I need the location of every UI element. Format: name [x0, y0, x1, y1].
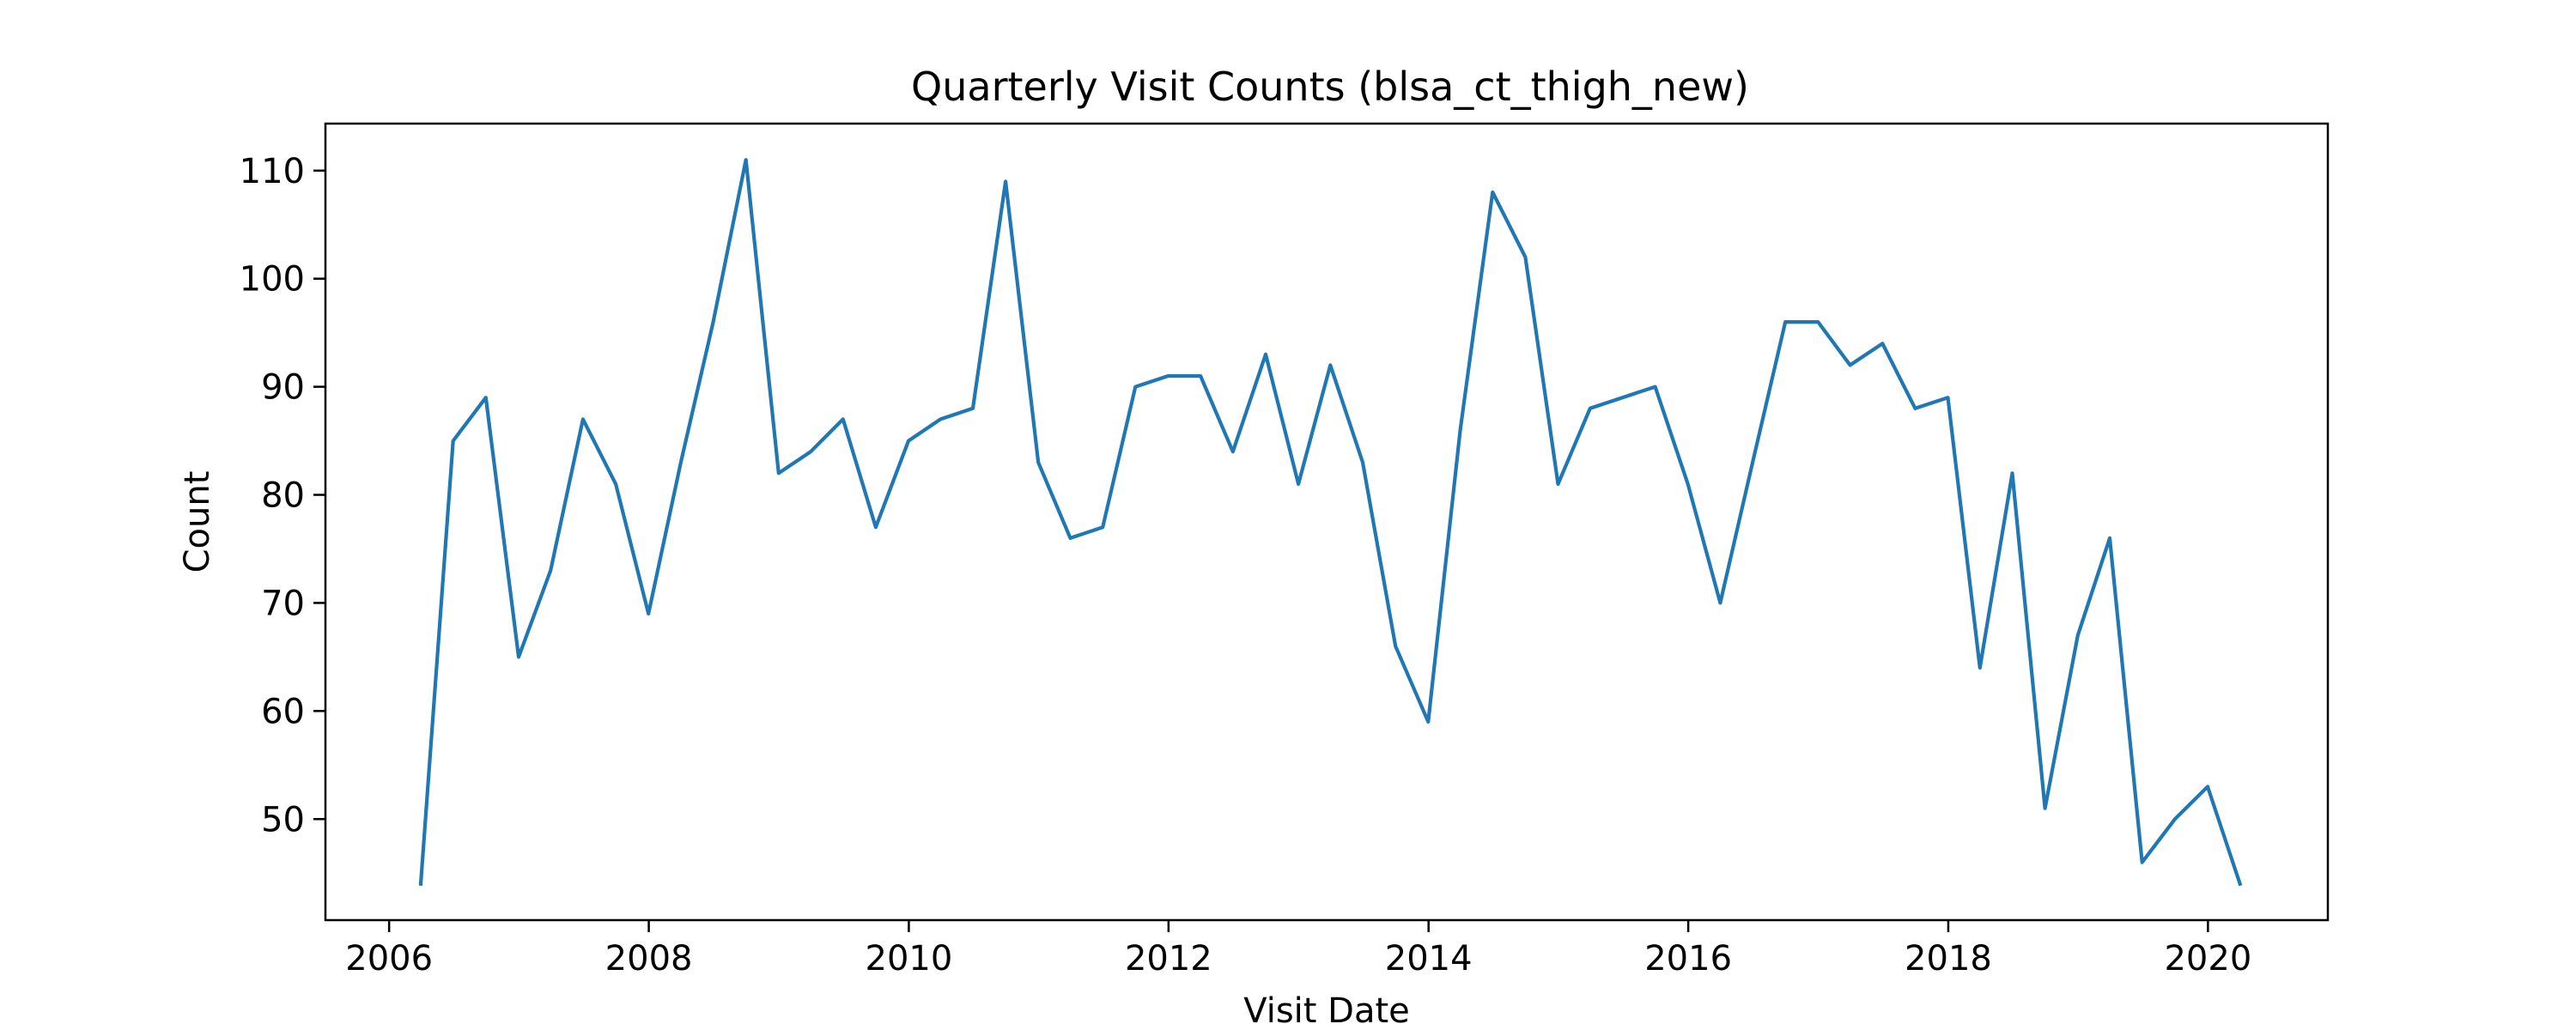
x-tick-label: 2010 [866, 939, 953, 978]
y-tick-label: 90 [261, 368, 305, 408]
x-axis-label: Visit Date [1243, 991, 1410, 1030]
x-tick-label: 2006 [345, 939, 433, 978]
y-tick-label: 70 [261, 584, 305, 623]
x-tick-label: 2018 [1905, 939, 1992, 978]
y-tick-label: 100 [240, 260, 305, 300]
y-tick-label: 80 [261, 476, 305, 516]
x-tick-label: 2014 [1385, 939, 1473, 978]
x-tick-label: 2012 [1125, 939, 1212, 978]
chart-title: Quarterly Visit Counts (blsa_ct_thigh_ne… [911, 64, 1749, 110]
x-tick-label: 2016 [1644, 939, 1732, 978]
x-tick-label: 2020 [2164, 939, 2251, 978]
y-tick-label: 110 [240, 152, 305, 191]
series-line-0 [418, 158, 2243, 887]
y-tick-label: 50 [261, 800, 305, 839]
x-tick-label: 2008 [605, 939, 693, 978]
x-axis: 2006 2008 2010 2012 2014 2016 2018 2020 [345, 920, 2251, 978]
plot-area [418, 158, 2243, 887]
y-tick-label: 60 [261, 692, 305, 731]
y-axis-label: Count [178, 471, 217, 573]
y-axis: 50 60 70 80 90 100 110 [240, 152, 325, 839]
plot-frame [324, 122, 2330, 922]
